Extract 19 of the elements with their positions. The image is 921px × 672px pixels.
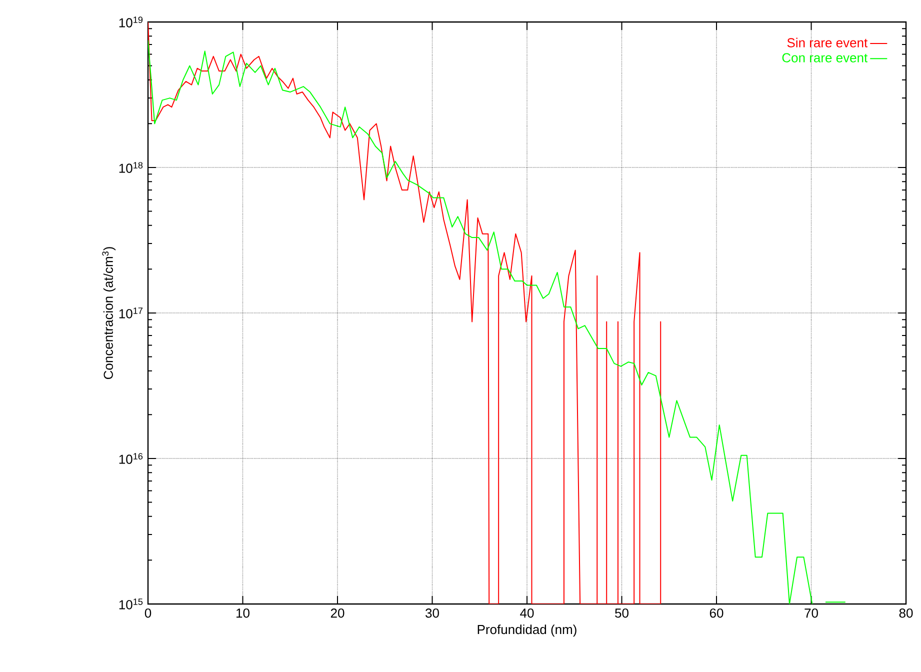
y-tick-label: 10$^{17}$ [119, 308, 142, 318]
x-tick-label: 30 [426, 608, 439, 618]
x-tick-label: 20 [330, 608, 344, 618]
legend-label: Con rare event [782, 53, 868, 62]
y-tick-label: 10$^{19}$ [119, 16, 143, 28]
x-tick-label: 70 [804, 608, 818, 618]
x-axis-title: Profundidad (nm) [478, 624, 576, 637]
x-tick-label: 10 [236, 608, 250, 618]
legend-label: Sin rare event [787, 38, 868, 48]
y-tick-label: 10$^{18}$ [119, 162, 143, 173]
x-tick-label: 50 [615, 608, 628, 618]
x-tick-label: 40 [520, 608, 534, 618]
line-series [148, 22, 662, 604]
x-tick-label: 80 [899, 608, 913, 618]
x-tick-label: 60 [710, 608, 724, 618]
y-tick-label: 10$^{16}$ [119, 453, 143, 464]
y-axis-title: Concentracion (at/cm$^{3}$) [102, 247, 116, 380]
y-tick-label: 10$^{15}$ [119, 598, 143, 610]
x-tick-label: 0 [144, 608, 152, 618]
